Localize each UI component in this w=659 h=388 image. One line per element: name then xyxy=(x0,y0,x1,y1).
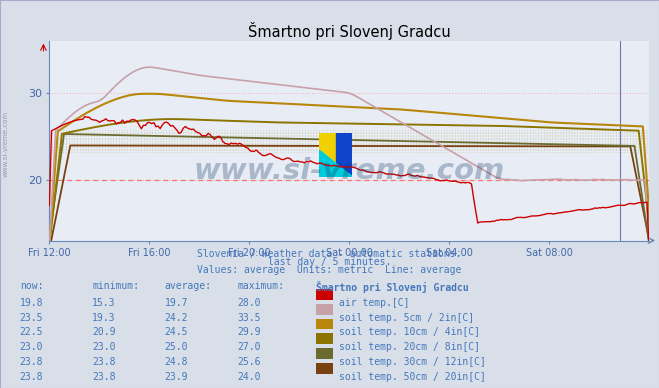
Title: Šmartno pri Slovenj Gradcu: Šmartno pri Slovenj Gradcu xyxy=(248,22,451,40)
Text: 23.8: 23.8 xyxy=(20,372,43,382)
Text: soil temp. 5cm / 2in[C]: soil temp. 5cm / 2in[C] xyxy=(339,313,474,323)
Text: air temp.[C]: air temp.[C] xyxy=(339,298,410,308)
Text: maximum:: maximum: xyxy=(237,281,284,291)
Text: 23.8: 23.8 xyxy=(92,372,116,382)
Text: Šmartno pri Slovenj Gradcu: Šmartno pri Slovenj Gradcu xyxy=(316,281,469,293)
Text: soil temp. 10cm / 4in[C]: soil temp. 10cm / 4in[C] xyxy=(339,327,480,338)
Text: 20.9: 20.9 xyxy=(92,327,116,338)
Text: soil temp. 20cm / 8in[C]: soil temp. 20cm / 8in[C] xyxy=(339,342,480,352)
Text: Values: average  Units: metric  Line: average: Values: average Units: metric Line: aver… xyxy=(197,265,462,275)
Text: www.si-vreme.com: www.si-vreme.com xyxy=(194,157,505,185)
Text: 19.7: 19.7 xyxy=(165,298,188,308)
Text: 33.5: 33.5 xyxy=(237,313,261,323)
Text: 23.0: 23.0 xyxy=(20,342,43,352)
Text: 23.8: 23.8 xyxy=(20,357,43,367)
Text: soil temp. 30cm / 12in[C]: soil temp. 30cm / 12in[C] xyxy=(339,357,486,367)
Text: 23.8: 23.8 xyxy=(92,357,116,367)
Text: 29.9: 29.9 xyxy=(237,327,261,338)
Text: 27.0: 27.0 xyxy=(237,342,261,352)
Text: 24.2: 24.2 xyxy=(165,313,188,323)
Text: average:: average: xyxy=(165,281,212,291)
Text: 24.0: 24.0 xyxy=(237,372,261,382)
Text: 23.0: 23.0 xyxy=(92,342,116,352)
Text: 23.9: 23.9 xyxy=(165,372,188,382)
Text: Slovenia / weather data - automatic stations.: Slovenia / weather data - automatic stat… xyxy=(197,249,462,259)
Text: now:: now: xyxy=(20,281,43,291)
Text: 24.8: 24.8 xyxy=(165,357,188,367)
Text: 24.5: 24.5 xyxy=(165,327,188,338)
Text: 25.6: 25.6 xyxy=(237,357,261,367)
Text: soil temp. 50cm / 20in[C]: soil temp. 50cm / 20in[C] xyxy=(339,372,486,382)
Text: 15.3: 15.3 xyxy=(92,298,116,308)
Text: 23.5: 23.5 xyxy=(20,313,43,323)
Text: 22.5: 22.5 xyxy=(20,327,43,338)
Text: last day / 5 minutes.: last day / 5 minutes. xyxy=(268,257,391,267)
Text: 28.0: 28.0 xyxy=(237,298,261,308)
Text: 25.0: 25.0 xyxy=(165,342,188,352)
Text: 19.8: 19.8 xyxy=(20,298,43,308)
Text: www.si-vreme.com: www.si-vreme.com xyxy=(2,111,9,177)
Text: minimum:: minimum: xyxy=(92,281,139,291)
Text: 19.3: 19.3 xyxy=(92,313,116,323)
